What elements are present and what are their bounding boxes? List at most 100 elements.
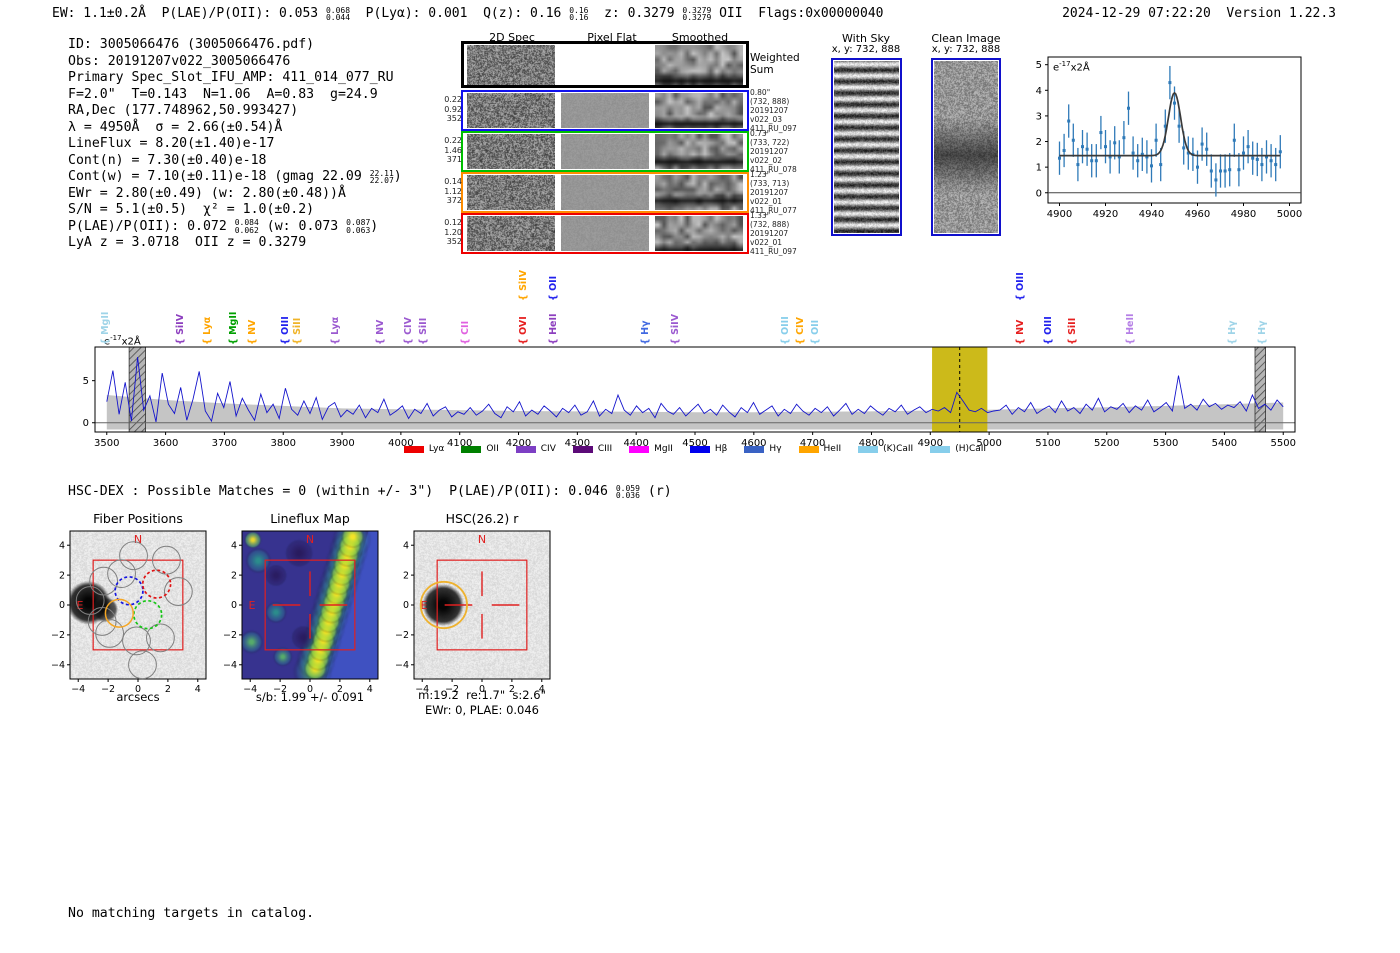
svg-text:2: 2 [165, 684, 171, 695]
svg-text:0: 0 [403, 600, 409, 611]
pixelflat-image [561, 216, 649, 251]
info-line: Cont(w) = 7.10(±0.11)e-18 (gmag 22.09 22… [68, 169, 402, 186]
2dspec-image [467, 175, 555, 210]
svg-text:0: 0 [83, 418, 89, 429]
smoothed-image [655, 93, 743, 128]
lineflux-map-image [242, 531, 378, 679]
svg-text:0: 0 [1036, 188, 1042, 199]
fiber-positions-title: Fiber Positions [93, 511, 183, 526]
svg-text:4: 4 [1036, 86, 1042, 97]
emission-line-marker: { SiIV [518, 270, 529, 301]
linefit-ylabel: e-17x2Å [1053, 60, 1090, 73]
emission-line-marker: { OIII [780, 316, 791, 345]
fiber-xlabel: arcsecs [116, 690, 159, 704]
stacked-uncertainty: 0.087 0.063 [346, 219, 370, 234]
2dspec-image [467, 93, 555, 128]
pixelflat-image [561, 93, 649, 128]
emission-line-marker: { MgII [100, 312, 111, 345]
svg-text:−2: −2 [51, 630, 65, 641]
info-line: ID: 3005066476 (3005066476.pdf) [68, 37, 402, 54]
legend-label: Hβ [715, 444, 728, 454]
pixelflat-image [561, 134, 649, 169]
legend-label: HeII [824, 444, 842, 454]
legend-swatch [573, 446, 593, 453]
emission-line-marker: { NV [375, 320, 386, 345]
svg-text:5: 5 [1036, 60, 1042, 71]
svg-text:0: 0 [59, 600, 65, 611]
svg-text:−4: −4 [395, 660, 409, 671]
legend-swatch [858, 446, 878, 453]
emission-line-marker: { OIII [1043, 316, 1054, 345]
stacked-uncertainty: 0.084 0.062 [235, 219, 259, 234]
emission-line-marker: { MgII [228, 312, 239, 345]
withsky-image [834, 61, 899, 233]
header-timestamp: 2024-12-29 07:22:20 Version 1.22.3 [1062, 6, 1336, 21]
emission-line-marker: { NV [247, 320, 258, 345]
info-line: RA,Dec (177.748962,50.993427) [68, 103, 402, 120]
emission-line-marker: { CIV [403, 317, 414, 345]
fiber-positions-image [70, 531, 206, 679]
legend-item: CIII [573, 444, 612, 454]
svg-text:2: 2 [1036, 137, 1042, 148]
pixelflat-image [561, 45, 649, 85]
legend-label: MgII [654, 444, 673, 454]
svg-text:4920: 4920 [1093, 209, 1118, 220]
clean-coords: x, y: 732, 888 [932, 44, 1001, 55]
emission-line-marker: { OII [548, 276, 559, 301]
legend-item: (H)CaII [930, 444, 986, 454]
legend-swatch [744, 446, 764, 453]
emission-line-marker: { Hγ [640, 321, 651, 346]
hsc-caption-1: m:19.2 re:1.7" s:2.6" [418, 688, 546, 702]
emission-line-marker: { OVI [518, 316, 529, 345]
legend-label: Hγ [769, 444, 781, 454]
fiber-row-weights: 0.14 1.12 372 [424, 177, 462, 206]
info-line: LyA z = 3.0718 OII z = 0.3279 [68, 235, 402, 252]
lineflux-caption: s/b: 1.99 +/- 0.091 [256, 690, 364, 704]
fiber-row-id: 1.33" (732, 888) 20191207 v022_01 411_RU_097 [750, 211, 812, 256]
emission-line-marker: { OIII [1015, 272, 1026, 301]
weighted-sum-label: Weighted Sum [750, 52, 800, 76]
lineflux-map-title: Lineflux Map [270, 511, 350, 526]
emission-line-marker: { Hγ [1257, 321, 1268, 346]
hsc-cutout-title: HSC(26.2) r [446, 511, 519, 526]
emission-line-marker: { SiII [418, 318, 429, 345]
svg-text:4: 4 [59, 540, 65, 551]
fiber-row-id: 1.23" (733, 713) 20191207 v022_01 411_RU_077 [750, 170, 812, 215]
svg-text:4960: 4960 [1185, 209, 1210, 220]
svg-text:4900: 4900 [1047, 209, 1072, 220]
legend-swatch [404, 446, 424, 453]
emission-line-marker: { HeII [1125, 313, 1136, 345]
legend-item: CIV [516, 444, 556, 454]
legend-swatch [629, 446, 649, 453]
legend-item: Hγ [744, 444, 781, 454]
smoothed-image [655, 216, 743, 251]
emission-line-marker: { SiII [1067, 318, 1078, 345]
legend-swatch [930, 446, 950, 453]
svg-text:4940: 4940 [1139, 209, 1164, 220]
info-line: S/N = 5.1(±0.5) χ² = 1.0(±0.2) [68, 202, 402, 219]
svg-text:0: 0 [231, 600, 237, 611]
svg-text:2: 2 [403, 570, 409, 581]
emission-line-marker: { OIII [280, 316, 291, 345]
legend-swatch [690, 446, 710, 453]
hsc-caption-2: EWr: 0, PLAE: 0.046 [425, 703, 539, 717]
2dspec-image [467, 216, 555, 251]
legend-item: Hβ [690, 444, 728, 454]
stacked-uncertainty: 0.068 0.044 [326, 7, 350, 22]
svg-text:−2: −2 [223, 630, 237, 641]
legend-label: (K)CaII [883, 444, 913, 454]
fiber-row-weights: 0.12 1.20 352 [424, 218, 462, 247]
linefit-plot: 0123454900 4920 4940 4960 4980 5000 [1036, 57, 1303, 220]
stacked-uncertainty: 22.11 22.07 [370, 170, 394, 185]
svg-text:4: 4 [195, 684, 201, 695]
elixer-report-page: EW: 1.1±0.2Å P(LAE)/P(OII): 0.053 0.068 0… [0, 0, 1400, 953]
fiber-row-weights: 0.22 0.92 352 [424, 95, 462, 124]
legend-item: (K)CaII [858, 444, 913, 454]
info-line: Obs: 20191207v022_3005066476 [68, 54, 402, 71]
svg-text:−4: −4 [223, 660, 237, 671]
emission-line-marker: { HeII [548, 313, 559, 345]
svg-text:−4: −4 [71, 684, 85, 695]
legend-item: OII [461, 444, 498, 454]
fiber-row-id: 0.73" (733, 722) 20191207 v022_02 411_RU_078 [750, 129, 812, 174]
legend-label: OII [486, 444, 498, 454]
